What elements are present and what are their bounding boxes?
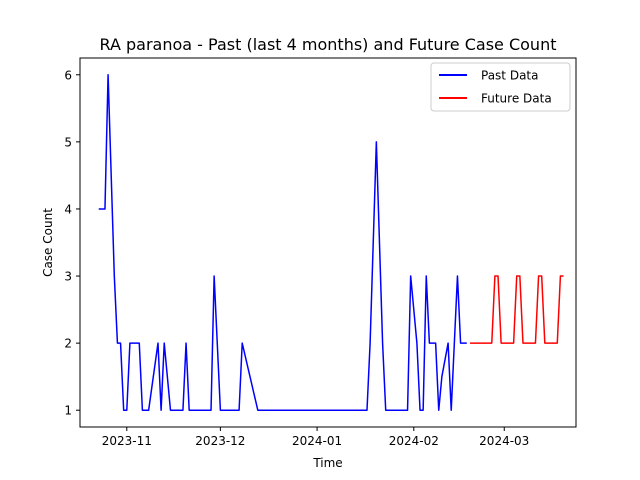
y-tick-label: 3 <box>64 270 72 284</box>
chart-title: RA paranoa - Past (last 4 months) and Fu… <box>100 35 557 54</box>
x-axis: 2023-11 2023-12 2024-01 2024-02 2024-03 <box>102 427 529 448</box>
y-tick-label: 2 <box>64 337 72 351</box>
legend-label-past-data: Past Data <box>481 69 538 83</box>
x-axis-label: Time <box>312 456 342 470</box>
x-tick-label: 2024-02 <box>389 434 439 448</box>
legend: Past Data Future Data <box>430 62 571 112</box>
legend-label-future-data: Future Data <box>481 92 552 106</box>
series-line-future-data <box>469 275 564 344</box>
y-tick-label: 4 <box>64 202 72 216</box>
x-tick-label: 2024-03 <box>479 434 529 448</box>
series-line-past-data <box>98 74 467 411</box>
y-tick-label: 5 <box>64 135 72 149</box>
y-axis-label: Case Count <box>41 208 55 277</box>
x-tick-label: 2023-12 <box>195 434 245 448</box>
plot-area-frame <box>79 57 577 428</box>
x-tick-label: 2024-01 <box>292 434 342 448</box>
y-axis: 1 2 3 4 5 6 <box>64 68 80 418</box>
y-tick-label: 6 <box>64 68 72 82</box>
y-tick-label: 1 <box>64 404 72 418</box>
x-tick-label: 2023-11 <box>102 434 152 448</box>
series-layer <box>98 74 564 411</box>
